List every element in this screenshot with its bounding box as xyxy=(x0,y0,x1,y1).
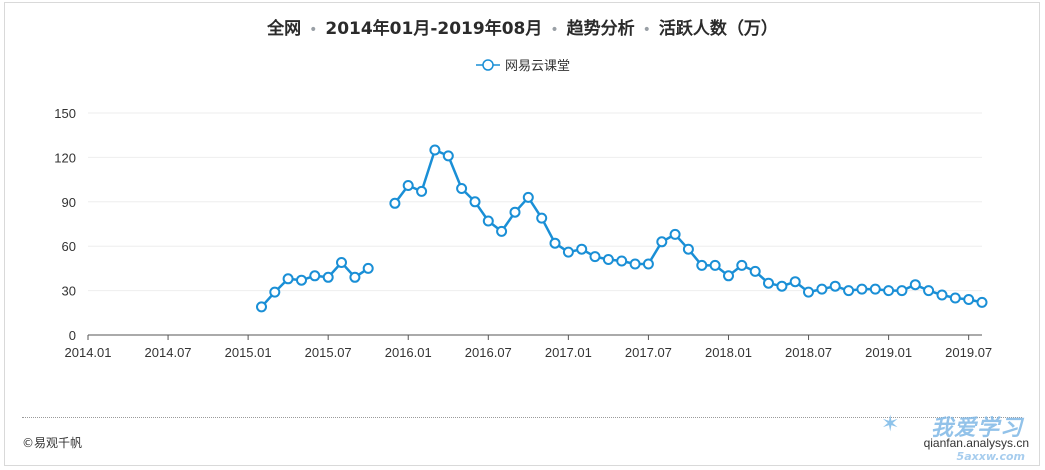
data-point xyxy=(949,292,961,304)
data-point xyxy=(896,285,908,297)
data-point xyxy=(469,196,481,208)
data-point xyxy=(829,280,841,292)
data-point xyxy=(709,259,721,271)
data-point xyxy=(656,236,668,248)
chart-title: 全网 • 2014年01月-2019年08月 • 趋势分析 • 活跃人数（万） xyxy=(0,14,1045,39)
data-point xyxy=(789,276,801,288)
x-tick-label: 2016.07 xyxy=(465,345,512,360)
x-tick-label: 2019.01 xyxy=(865,345,912,360)
title-date-range: 2014年01月-2019年08月 xyxy=(325,19,543,39)
data-point xyxy=(482,215,494,227)
data-point xyxy=(669,228,681,240)
data-point xyxy=(389,197,401,209)
data-point xyxy=(749,265,761,277)
data-point xyxy=(562,246,574,258)
data-point xyxy=(336,257,347,268)
data-point xyxy=(536,212,548,224)
data-point xyxy=(723,270,734,282)
data-point xyxy=(322,271,334,283)
y-tick-label: 120 xyxy=(54,150,76,165)
data-point xyxy=(856,283,868,295)
data-point xyxy=(776,280,788,292)
y-tick-label: 60 xyxy=(62,239,76,254)
x-tick-label: 2014.07 xyxy=(145,345,192,360)
y-tick-label: 0 xyxy=(69,328,76,343)
data-point xyxy=(936,289,948,301)
data-point xyxy=(803,286,814,298)
title-analysis-type: 趋势分析 xyxy=(566,19,635,39)
data-point xyxy=(736,259,748,271)
y-tick-label: 90 xyxy=(62,195,76,210)
x-tick-label: 2017.07 xyxy=(625,345,672,360)
data-point xyxy=(416,185,428,197)
x-tick-label: 2015.01 xyxy=(225,345,272,360)
x-tick-label: 2014.01 xyxy=(65,345,112,360)
y-tick-label: 30 xyxy=(62,284,76,299)
data-point xyxy=(589,251,601,263)
chart-legend[interactable]: 网易云课堂 xyxy=(0,55,1045,74)
data-point xyxy=(963,294,975,305)
copyright-text: ©易观千帆 xyxy=(22,436,83,450)
title-separator: • xyxy=(642,22,651,38)
data-point xyxy=(309,270,321,282)
legend-series-label: 网易云课堂 xyxy=(504,59,570,74)
watermark-star-icon: ✶ xyxy=(881,412,900,437)
data-point xyxy=(549,237,561,249)
data-point xyxy=(296,274,307,286)
legend-line-marker-icon xyxy=(475,58,500,71)
data-point xyxy=(602,254,614,265)
data-point xyxy=(616,255,628,267)
data-point xyxy=(456,183,468,194)
footer-divider xyxy=(22,417,1022,418)
data-point xyxy=(682,243,694,255)
data-point xyxy=(362,262,374,274)
series-line xyxy=(393,148,983,304)
data-point xyxy=(522,191,534,203)
data-point xyxy=(402,180,414,191)
data-point xyxy=(282,273,294,285)
data-point xyxy=(429,144,441,156)
title-separator: • xyxy=(309,22,318,38)
data-point xyxy=(629,258,641,270)
x-tick-label: 2018.01 xyxy=(705,345,752,360)
data-point xyxy=(923,285,935,297)
title-metric: 活跃人数（万） xyxy=(658,19,778,39)
data-point xyxy=(496,225,508,237)
data-point xyxy=(883,285,895,297)
x-tick-label: 2019.07 xyxy=(945,345,992,360)
data-point xyxy=(976,296,988,308)
data-point xyxy=(442,150,454,162)
data-point xyxy=(256,301,267,313)
watermark: ✶ 我爱学习 qianfan.analysys.cn 5axxw.com xyxy=(879,410,1029,463)
y-tick-label: 150 xyxy=(54,106,76,121)
data-point xyxy=(909,279,921,291)
x-tick-label: 2017.01 xyxy=(545,345,592,360)
x-tick-label: 2018.07 xyxy=(785,345,832,360)
data-point xyxy=(349,271,361,283)
chart-panel xyxy=(4,2,1040,466)
data-point xyxy=(816,283,828,295)
series-line xyxy=(260,261,369,308)
data-point xyxy=(642,258,654,270)
x-tick-label: 2016.01 xyxy=(385,345,432,360)
data-point xyxy=(576,243,588,255)
title-scope: 全网 xyxy=(267,19,302,39)
watermark-logo: 我爱学习 xyxy=(930,416,1023,441)
watermark-url: qianfan.analysys.cn xyxy=(923,436,1029,450)
x-tick-label: 2015.07 xyxy=(305,345,352,360)
watermark-domain: 5axxw.com xyxy=(956,450,1025,463)
data-point xyxy=(696,259,708,271)
data-point xyxy=(763,277,774,289)
data-point xyxy=(509,206,521,218)
data-point xyxy=(843,285,855,297)
title-separator: • xyxy=(550,22,559,38)
data-point xyxy=(269,286,281,298)
data-point xyxy=(869,283,881,295)
